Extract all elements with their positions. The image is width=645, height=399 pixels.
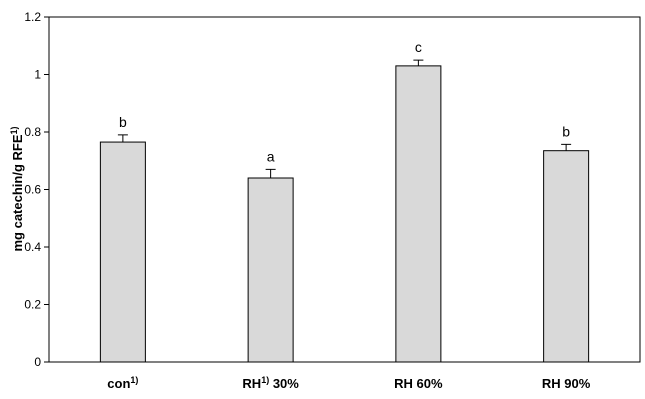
- x-category-label: RH 60%: [394, 376, 443, 391]
- y-axis-label-superscript: 1): [9, 126, 19, 134]
- significance-label: a: [267, 148, 275, 164]
- bar: [543, 150, 590, 363]
- x-category-label-rest: 30%: [269, 376, 299, 391]
- x-category-label: RH1) 30%: [242, 375, 299, 391]
- y-tick-label: 0.2: [24, 298, 41, 312]
- significance-label: b: [119, 114, 127, 130]
- bar: [395, 65, 442, 363]
- x-category-label-main: con: [107, 376, 130, 391]
- chart-bars: [99, 59, 590, 363]
- significance-label: b: [562, 123, 570, 139]
- x-category-label-superscript: 1): [130, 375, 138, 385]
- x-category-label: RH 90%: [542, 376, 591, 391]
- bar: [99, 141, 146, 363]
- y-axis-label-text: mg catechin/g RFE: [10, 134, 25, 251]
- x-category-label-main: RH 90%: [542, 376, 591, 391]
- y-tick-label: 1.2: [24, 10, 41, 24]
- y-tick-label: 0.8: [24, 125, 41, 139]
- chart-axes: 0 0.2 0.4 0.6 0.8 1 1.2 mg catechin/g RFE1): [9, 10, 641, 369]
- x-category-label-superscript: 1): [261, 375, 269, 385]
- y-tick-label: 0: [34, 355, 41, 369]
- significance-label: c: [415, 39, 422, 55]
- y-axis-label: mg catechin/g RFE1): [9, 126, 25, 251]
- y-tick-label: 1: [34, 68, 41, 82]
- x-category-label-main: RH 60%: [394, 376, 443, 391]
- x-category-label: con1): [107, 375, 138, 391]
- y-tick-label: 0.4: [24, 240, 41, 254]
- x-category-label-main: RH: [242, 376, 261, 391]
- y-tick-label: 0.6: [24, 183, 41, 197]
- bar: [247, 177, 294, 363]
